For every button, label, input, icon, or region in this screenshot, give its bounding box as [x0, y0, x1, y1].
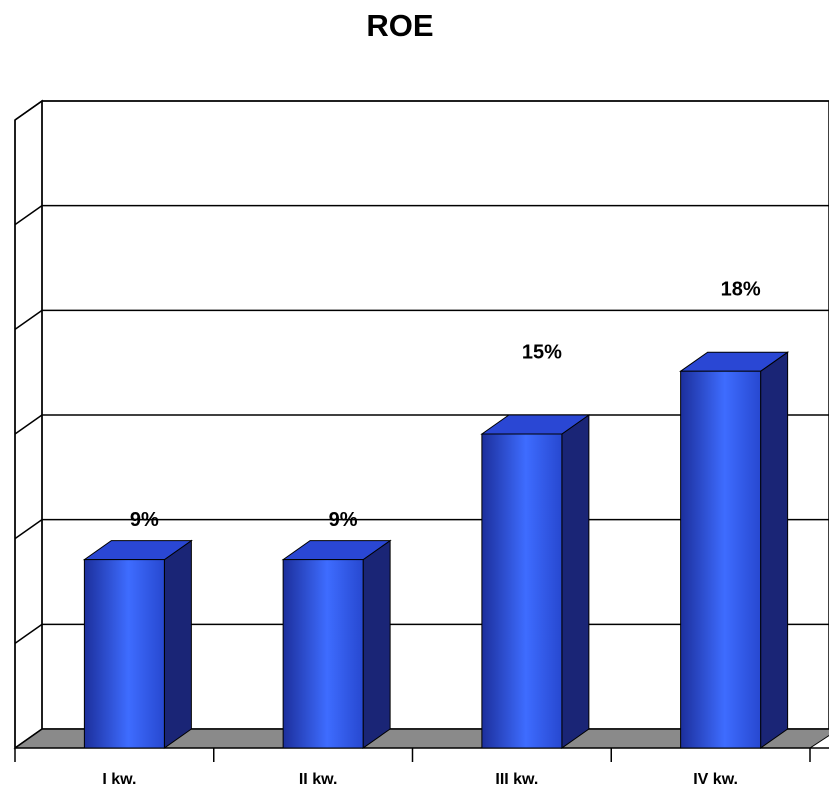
x-tick-label: IV kw. [693, 771, 738, 788]
bar [282, 559, 364, 749]
grid-line-side [14, 623, 43, 644]
value-label: 15% [522, 341, 562, 363]
x-tick-label: III kw. [495, 771, 538, 788]
bar-side [362, 539, 391, 749]
grid-line-side [14, 309, 43, 330]
grid-line-side [14, 205, 43, 226]
value-label: 18% [721, 278, 761, 300]
grid-line-side [14, 728, 43, 749]
value-label: 9% [130, 509, 159, 531]
value-label: 9% [329, 509, 358, 531]
grid-line-side [14, 100, 43, 121]
plot-area: I kw. 9% II kw. 9% III kw. 15% IV kw. 18% [13, 99, 829, 788]
x-tick-label: II kw. [299, 771, 338, 788]
bar-side [760, 351, 789, 749]
bar [83, 559, 165, 749]
chart-title: ROE [366, 8, 433, 43]
x-tick-label: I kw. [102, 771, 136, 788]
bar [680, 370, 762, 749]
grid-line-side [14, 414, 43, 435]
bar-side [163, 539, 192, 749]
grid-line-side [14, 519, 43, 540]
bar [481, 433, 563, 749]
bar-side [561, 414, 590, 749]
